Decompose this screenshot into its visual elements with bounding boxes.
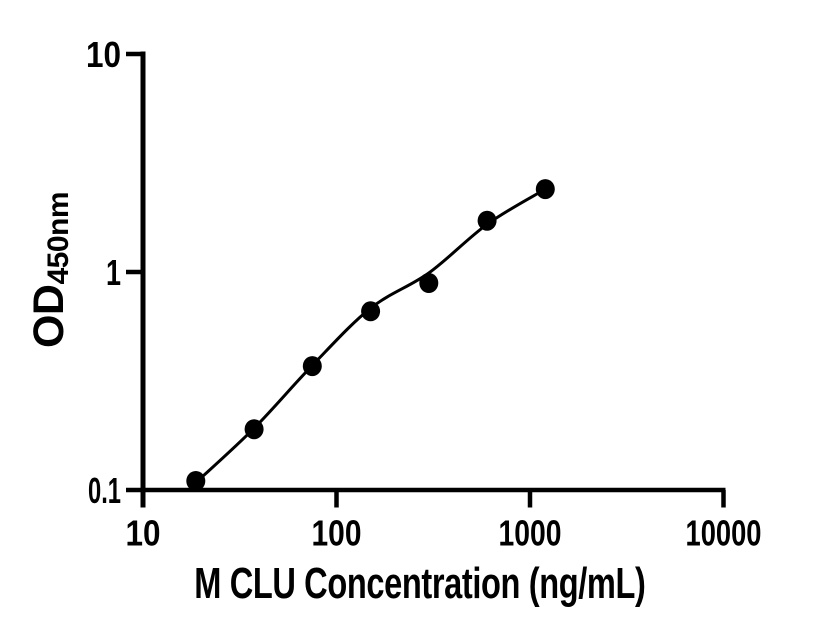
x-axis-title-row: M CLU Concentration (ng/mL) <box>2 559 816 608</box>
y-axis-title: OD450nm <box>23 20 75 520</box>
y-axis-title-subscript: 450nm <box>42 191 75 285</box>
data-point <box>302 356 322 377</box>
x-tick-label: 10 <box>126 513 161 554</box>
data-point <box>361 301 381 322</box>
data-point <box>186 471 206 491</box>
y-tick-label: 10 <box>86 34 121 75</box>
x-tick-label: 10000 <box>686 513 762 554</box>
x-axis-title: M CLU Concentration (ng/mL) <box>194 559 646 608</box>
y-axis-title-text: OD <box>25 284 73 349</box>
fit-curve-path <box>194 187 547 485</box>
x-tick-label: 100 <box>312 513 362 554</box>
data-point <box>477 210 497 231</box>
y-tick-label: 0.1 <box>88 470 121 511</box>
x-tick-label: 1000 <box>499 513 562 554</box>
data-point <box>419 273 439 293</box>
y-tick-label: 1 <box>106 252 121 293</box>
data-point <box>535 179 555 200</box>
data-point <box>244 419 264 440</box>
